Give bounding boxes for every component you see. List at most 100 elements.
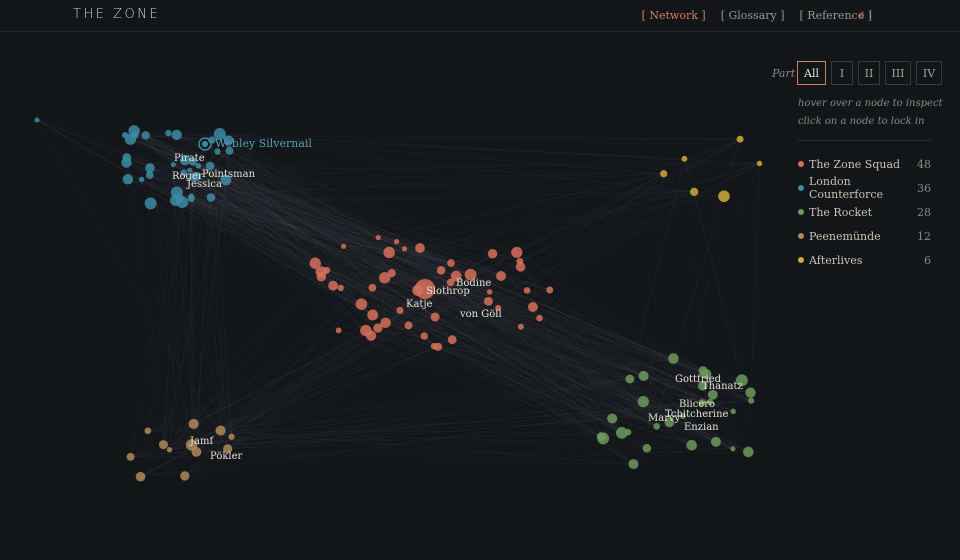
network-graph[interactable]: Webley Silvernail Pirate Pointsman Roger…: [0, 32, 960, 560]
graph-node[interactable]: [686, 439, 697, 451]
graph-node[interactable]: [495, 304, 502, 311]
graph-node[interactable]: [170, 186, 183, 199]
graph-node[interactable]: [206, 193, 216, 202]
graph-node[interactable]: [213, 128, 226, 140]
graph-node[interactable]: [420, 332, 429, 340]
graph-node[interactable]: [430, 342, 438, 350]
graph-node[interactable]: [121, 131, 129, 139]
graph-node[interactable]: [697, 380, 708, 391]
graph-node[interactable]: [511, 246, 523, 259]
graph-node[interactable]: [546, 286, 554, 294]
graph-node[interactable]: [756, 160, 763, 167]
graph-node[interactable]: [323, 266, 331, 274]
nav-network[interactable]: [ Network ]: [641, 9, 706, 22]
part-3-button[interactable]: III: [885, 61, 911, 85]
graph-node[interactable]: [215, 425, 226, 436]
graph-node[interactable]: [628, 459, 639, 470]
graph-node[interactable]: [198, 137, 212, 151]
graph-node[interactable]: [223, 444, 233, 454]
graph-node[interactable]: [607, 413, 618, 424]
graph-node[interactable]: [730, 446, 736, 452]
graph-node[interactable]: [706, 398, 714, 406]
graph-node[interactable]: [195, 163, 202, 169]
nav-extra-toggle[interactable]: d: [859, 11, 865, 20]
legend-item-the-rocket[interactable]: The Rocket 28: [798, 200, 931, 224]
graph-node[interactable]: [379, 271, 391, 284]
graph-node[interactable]: [718, 190, 730, 203]
graph-node-selected-core[interactable]: [202, 141, 208, 147]
graph-node[interactable]: [383, 246, 395, 259]
graph-node[interactable]: [145, 163, 155, 173]
nav-reference[interactable]: [ Reference ]: [799, 9, 872, 22]
graph-node[interactable]: [625, 429, 632, 436]
graph-node[interactable]: [516, 257, 524, 265]
graph-node[interactable]: [596, 432, 606, 442]
graph-node[interactable]: [341, 243, 347, 249]
legend-item-zone-squad[interactable]: The Zone Squad 48: [798, 152, 931, 176]
graph-node[interactable]: [616, 427, 628, 439]
graph-node[interactable]: [360, 324, 372, 337]
graph-node[interactable]: [401, 246, 408, 252]
graph-node[interactable]: [743, 446, 754, 458]
graph-node[interactable]: [205, 161, 215, 171]
graph-node[interactable]: [664, 417, 675, 428]
graph-node[interactable]: [486, 289, 493, 295]
graph-node[interactable]: [404, 321, 413, 330]
graph-node[interactable]: [660, 170, 668, 178]
graph-node[interactable]: [375, 234, 381, 241]
graph-node[interactable]: [122, 174, 134, 185]
graph-node[interactable]: [138, 176, 145, 183]
graph-node[interactable]: [191, 171, 202, 181]
graph-node[interactable]: [373, 323, 383, 333]
legend-item-peenemunde[interactable]: Peenemünde 12: [798, 224, 931, 248]
graph-node[interactable]: [214, 148, 221, 155]
graph-node[interactable]: [637, 396, 649, 408]
graph-node[interactable]: [396, 306, 404, 314]
graph-node[interactable]: [144, 427, 152, 435]
graph-node[interactable]: [188, 157, 197, 166]
graph-node[interactable]: [165, 129, 172, 137]
graph-node[interactable]: [698, 399, 706, 407]
graph-node[interactable]: [141, 131, 150, 140]
graph-node[interactable]: [430, 312, 440, 322]
graph-node[interactable]: [228, 433, 235, 440]
graph-node[interactable]: [180, 471, 190, 481]
graph-node[interactable]: [220, 174, 232, 186]
legend-item-london-counterforce[interactable]: London Counterforce 36: [798, 175, 931, 201]
graph-node[interactable]: [464, 268, 477, 281]
graph-node[interactable]: [517, 323, 524, 330]
graph-node[interactable]: [642, 444, 652, 453]
graph-node[interactable]: [171, 129, 182, 141]
graph-node[interactable]: [483, 296, 493, 306]
graph-node[interactable]: [707, 389, 718, 400]
graph-node[interactable]: [126, 452, 135, 461]
graph-node[interactable]: [166, 447, 173, 453]
part-1-button[interactable]: I: [831, 61, 853, 85]
part-2-button[interactable]: II: [858, 61, 880, 85]
graph-node[interactable]: [638, 370, 649, 381]
graph-node[interactable]: [185, 439, 198, 451]
graph-node[interactable]: [187, 195, 195, 203]
graph-node[interactable]: [436, 266, 446, 275]
graph-node[interactable]: [144, 197, 157, 210]
graph-node[interactable]: [710, 436, 721, 447]
graph-node[interactable]: [736, 135, 744, 143]
nav-glossary[interactable]: [ Glossary ]: [720, 9, 785, 22]
graph-node[interactable]: [447, 259, 455, 267]
graph-node[interactable]: [34, 117, 40, 123]
graph-node[interactable]: [748, 397, 755, 404]
graph-node[interactable]: [653, 423, 661, 430]
graph-node[interactable]: [170, 162, 176, 168]
graph-node[interactable]: [415, 279, 435, 299]
graph-node[interactable]: [223, 135, 234, 146]
graph-node[interactable]: [679, 413, 686, 419]
graph-node[interactable]: [380, 317, 391, 329]
graph-node[interactable]: [179, 155, 191, 166]
graph-node[interactable]: [496, 271, 507, 281]
graph-node[interactable]: [447, 335, 457, 345]
graph-node[interactable]: [180, 169, 188, 177]
graph-node[interactable]: [735, 374, 748, 387]
graph-node[interactable]: [487, 249, 498, 259]
graph-node[interactable]: [309, 257, 321, 269]
graph-node[interactable]: [527, 302, 538, 312]
